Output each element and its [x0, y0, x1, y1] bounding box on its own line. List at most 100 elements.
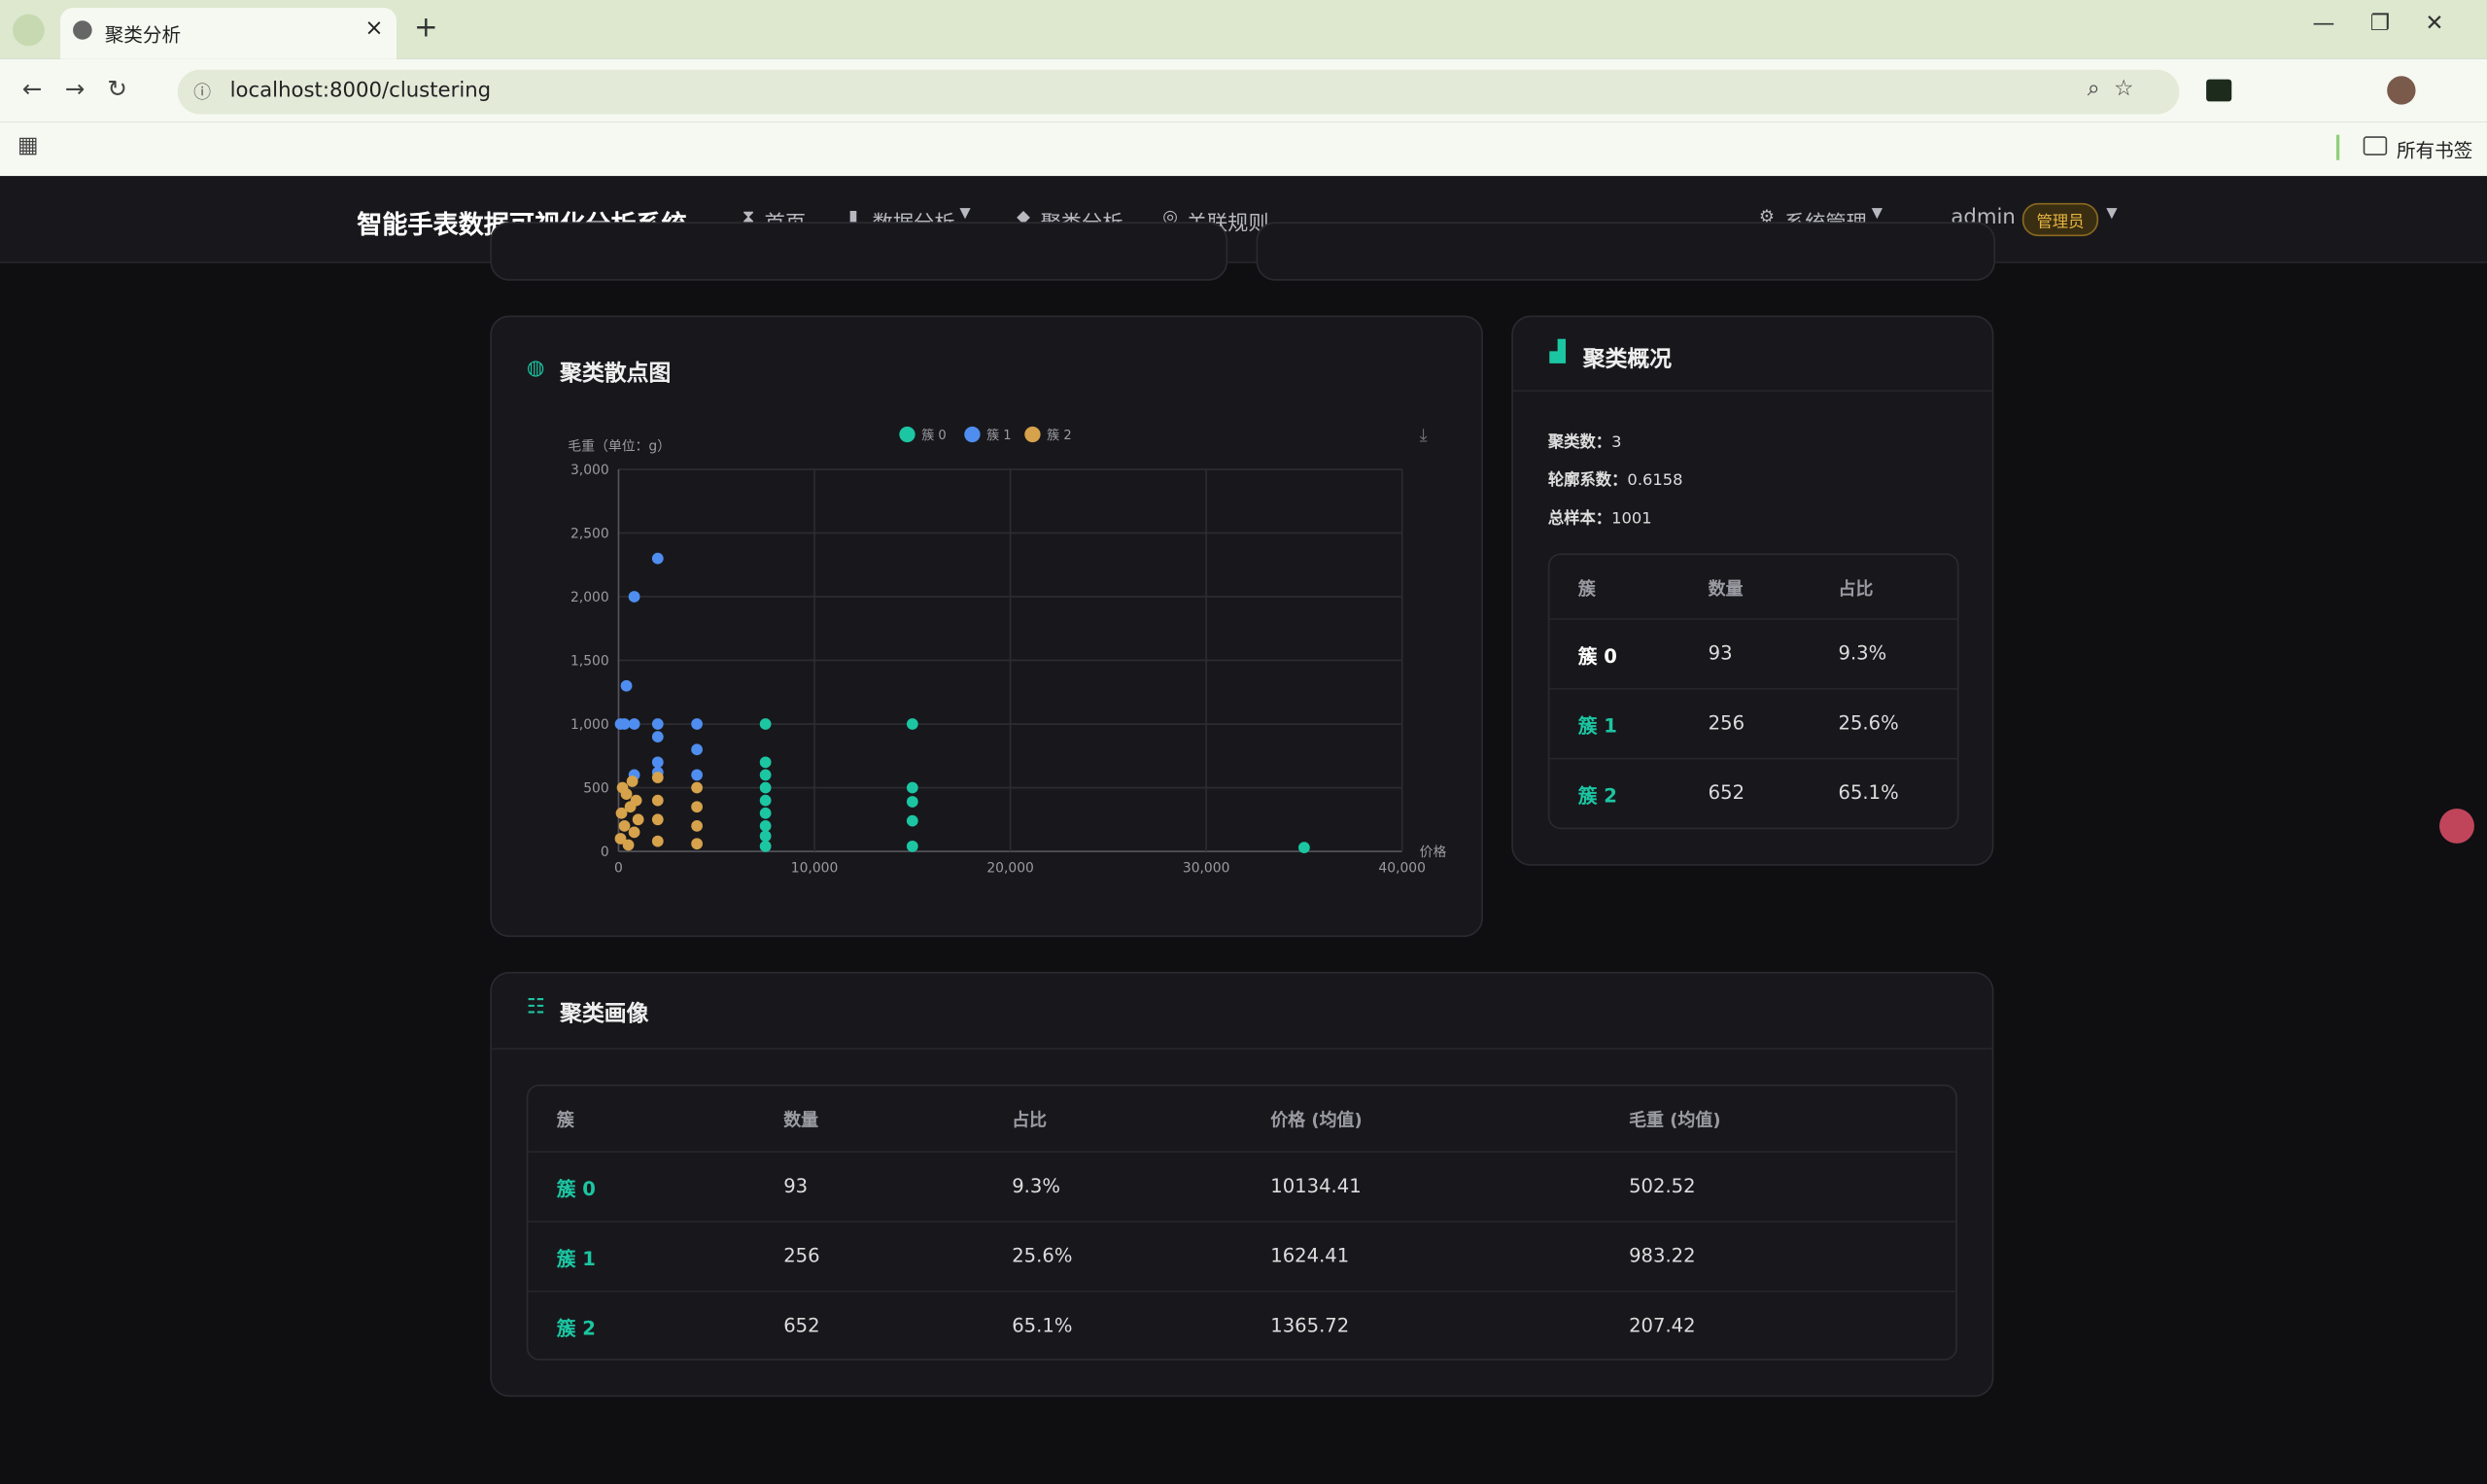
- folder-icon: [2363, 136, 2388, 155]
- tab-close[interactable]: ×: [364, 16, 384, 42]
- data-point: [1298, 842, 1310, 854]
- data-point: [628, 718, 640, 730]
- table-cell: 256: [1708, 711, 1745, 735]
- row-divider: [1549, 618, 1957, 620]
- row-divider: [528, 1151, 1956, 1154]
- data-point: [691, 769, 703, 781]
- data-point: [759, 819, 772, 832]
- nav-icon: ◆: [1017, 206, 1030, 227]
- stat-value: 1001: [1611, 510, 1652, 529]
- table-cell: 207.42: [1629, 1314, 1696, 1337]
- stat: 总样本：1001: [1548, 504, 1652, 528]
- bookmarks-bar: ▦ 所有书签: [0, 121, 2487, 178]
- nav-icon: ◎: [1162, 206, 1178, 227]
- data-point: [759, 794, 772, 807]
- data-point: [906, 814, 918, 827]
- data-point: [651, 756, 664, 769]
- data-point: [759, 840, 772, 852]
- legend-marker: [964, 426, 981, 443]
- omnibox[interactable]: ⓘ localhost:8000/clustering ⌕ ☆: [177, 69, 2180, 115]
- data-point: [759, 769, 772, 781]
- stat-label: 轮廓系数：: [1547, 472, 1628, 491]
- window-controls[interactable]: — ❐ ✕: [2312, 11, 2444, 37]
- data-point: [618, 718, 631, 730]
- tab-search-button[interactable]: [13, 14, 45, 47]
- data-point: [651, 772, 664, 783]
- table-cell: 93: [1708, 641, 1733, 665]
- navbar: 智能手表数据可视化分析系统 首页 数据分析 聚类分析 关联规则 ⧗ ▮ ▼ ◆ …: [0, 176, 2487, 263]
- data-point: [759, 718, 772, 730]
- apps-icon[interactable]: ▦: [17, 133, 39, 159]
- y-tick-label: 2,500: [570, 526, 609, 541]
- y-tick-label: 3,000: [570, 463, 609, 478]
- card-title: 聚类画像: [560, 1002, 649, 1028]
- data-point: [906, 796, 918, 808]
- tab-title: 聚类分析: [104, 23, 182, 47]
- bookmarks-folder[interactable]: 所有书签: [2396, 139, 2473, 162]
- data-point: [622, 839, 635, 851]
- divider: [1512, 390, 1992, 392]
- legend-label: 簇 2: [1047, 429, 1072, 443]
- row-divider: [528, 1290, 1956, 1293]
- y-tick-label: 1,000: [570, 717, 609, 733]
- data-point: [620, 679, 633, 692]
- stat-value: 0.6158: [1627, 472, 1683, 491]
- site-info[interactable]: ⓘ: [193, 82, 212, 104]
- data-point: [626, 776, 639, 787]
- table-cell: 10134.41: [1270, 1174, 1362, 1197]
- x-tick-label: 0: [614, 860, 623, 876]
- data-point: [651, 835, 664, 847]
- download-icon[interactable]: ⤓: [1420, 426, 1428, 446]
- tab[interactable]: 聚类分析 ×: [60, 8, 397, 59]
- table-cell: 256: [783, 1244, 820, 1267]
- x-tick-label: 20,000: [986, 860, 1034, 876]
- data-point: [651, 813, 664, 826]
- data-point: [628, 591, 640, 603]
- data-point: [906, 718, 918, 730]
- data-point: [691, 781, 703, 794]
- nav-icon: ▮: [848, 206, 859, 227]
- card-title: 聚类概况: [1582, 347, 1673, 373]
- data-point: [691, 819, 703, 832]
- x-axis-label: 价格: [1420, 845, 1447, 860]
- floating-translate[interactable]: [2439, 809, 2474, 844]
- table-header: 毛重 (均值): [1629, 1109, 1721, 1131]
- x-tick-label: 40,000: [1378, 860, 1426, 876]
- legend-marker: [1024, 426, 1041, 443]
- y-axis-label: 毛重（单位：g）: [568, 438, 671, 454]
- card-icon: ◍: [526, 357, 545, 381]
- table-header: 簇: [1577, 578, 1596, 600]
- data-point: [651, 552, 664, 565]
- cluster-label: 簇 0: [556, 1178, 596, 1200]
- nav-buttons[interactable]: ← → ↻: [21, 74, 128, 104]
- table-cell: 65.1%: [1838, 781, 1899, 805]
- card-partial: [1256, 222, 1996, 281]
- table-cell: 9.3%: [1012, 1174, 1060, 1197]
- scatter-chart: 0 500 1,000 1,500 2,000 2,500 3,000 0 10,000 20,0…: [568, 426, 1447, 877]
- profile-avatar[interactable]: [2387, 76, 2416, 105]
- cluster-label: 簇 1: [556, 1247, 596, 1270]
- cluster-label: 簇 2: [1577, 784, 1617, 808]
- table-cell: 93: [783, 1174, 809, 1197]
- cluster-label: 簇 1: [1577, 714, 1617, 738]
- table-cell: 9.3%: [1838, 641, 1887, 665]
- card-partial: [490, 222, 1228, 281]
- data-point: [628, 826, 640, 839]
- tab-bar: 聚类分析 × + — ❐ ✕: [0, 0, 2487, 59]
- x-tick-label: 10,000: [791, 860, 839, 876]
- favicon: [73, 20, 92, 40]
- card-title: 聚类散点图: [560, 361, 672, 388]
- y-tick-label: 1,500: [570, 653, 609, 669]
- dropdown-caret: ▼: [1871, 206, 1883, 223]
- extension-icon[interactable]: [2206, 79, 2232, 102]
- y-tick-label: 0: [601, 845, 609, 860]
- data-point: [618, 819, 631, 832]
- table-header: 价格 (均值): [1270, 1109, 1363, 1131]
- data-point: [759, 781, 772, 794]
- new-tab[interactable]: +: [413, 11, 438, 45]
- omnibox-icons[interactable]: ⌕ ☆: [2087, 76, 2134, 102]
- data-point: [906, 840, 918, 852]
- data-point: [615, 807, 628, 819]
- data-point: [759, 807, 772, 819]
